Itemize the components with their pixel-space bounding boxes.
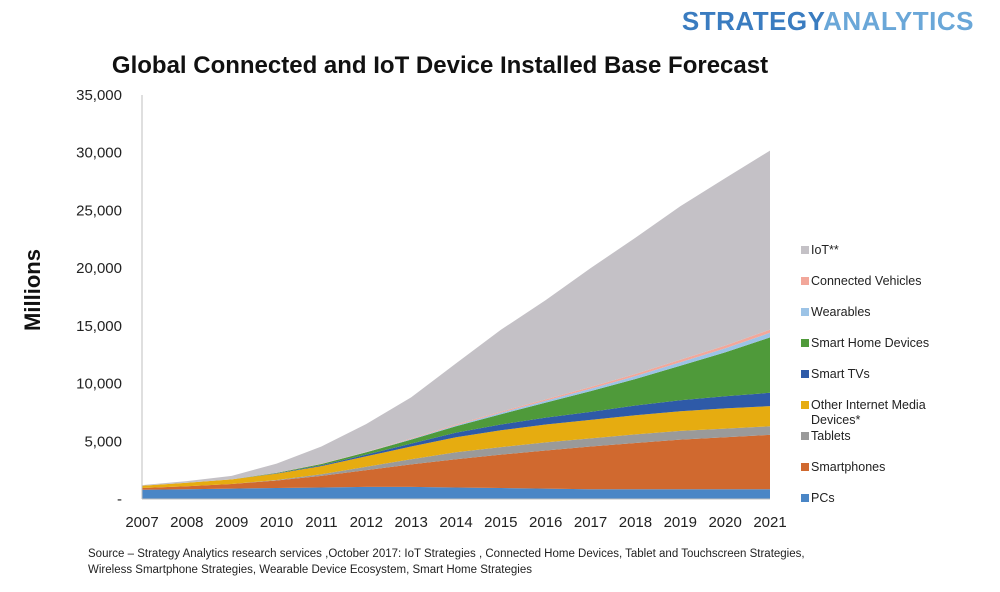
area-tablets (142, 426, 770, 488)
area-other-internet-media-devices (142, 406, 770, 488)
x-tick-label: 2008 (170, 514, 203, 531)
legend-label: Tablets (811, 429, 851, 443)
x-tick-label: 2017 (574, 514, 607, 531)
y-tick-label: 35,000 (76, 87, 122, 104)
x-tick-label: 2010 (260, 514, 293, 531)
legend-swatch (801, 339, 809, 347)
y-tick-label: 10,000 (76, 376, 122, 393)
x-tick-label: 2018 (619, 514, 652, 531)
legend-swatch (801, 463, 809, 471)
x-tick-label: 2011 (305, 514, 337, 531)
x-tick-label: 2012 (350, 514, 383, 531)
x-tick-label: 2021 (753, 514, 786, 531)
x-tick-label: 2007 (125, 514, 158, 531)
area-smart-tvs (142, 392, 770, 486)
legend-label: IoT** (811, 243, 839, 257)
x-tick-label: 2020 (708, 514, 741, 531)
y-tick-label: 15,000 (76, 318, 122, 335)
x-tick-label: 2016 (529, 514, 562, 531)
brand-logo: STRATEGYANALYTICS (682, 6, 974, 37)
legend-label: Smartphones (811, 460, 885, 474)
legend-swatch (801, 277, 809, 285)
legend-swatch (801, 308, 809, 316)
y-tick-label: 30,000 (76, 145, 122, 162)
brand-logo-part2: ANALYTICS (823, 6, 974, 36)
legend-swatch (801, 494, 809, 502)
legend-swatch (801, 401, 809, 409)
source-note: Source – Strategy Analytics research ser… (88, 548, 805, 576)
area-pcs (142, 486, 770, 499)
x-tick-label: 2015 (484, 514, 517, 531)
brand-logo-part1: STRATEGY (681, 6, 824, 36)
y-tick-label: 20,000 (76, 260, 122, 277)
y-tick-label: 25,000 (76, 202, 122, 219)
x-tick-label: 2009 (215, 514, 248, 531)
legend-label: Wearables (811, 305, 871, 319)
area-series-group (142, 150, 770, 499)
legend-label: PCs (811, 491, 835, 505)
x-tick-label: 2014 (439, 514, 472, 531)
legend-swatch (801, 432, 809, 440)
x-tick-label: 2019 (664, 514, 697, 531)
y-tick-label: 5,000 (84, 433, 122, 450)
legend-swatch (801, 370, 809, 378)
area-iot (142, 150, 770, 486)
y-tick-label: - (117, 491, 122, 508)
area-smartphones (142, 434, 770, 490)
legend-label: Smart Home Devices (811, 336, 929, 350)
chart-title: Global Connected and IoT Device Installe… (111, 52, 769, 79)
legend-label: Smart TVs (811, 367, 870, 381)
legend-swatch (801, 246, 809, 254)
legend-label: Connected Vehicles (811, 274, 922, 288)
x-tick-label: 2013 (394, 514, 427, 531)
axes-group: - 5,000 10,000 15,000 20,000 25,000 30,000 35,0… (76, 87, 787, 531)
legend-label: Other Internet Media Devices* (811, 398, 926, 427)
legend: IoT** Connected Vehicles Wearables Smart Ho… (801, 243, 929, 505)
